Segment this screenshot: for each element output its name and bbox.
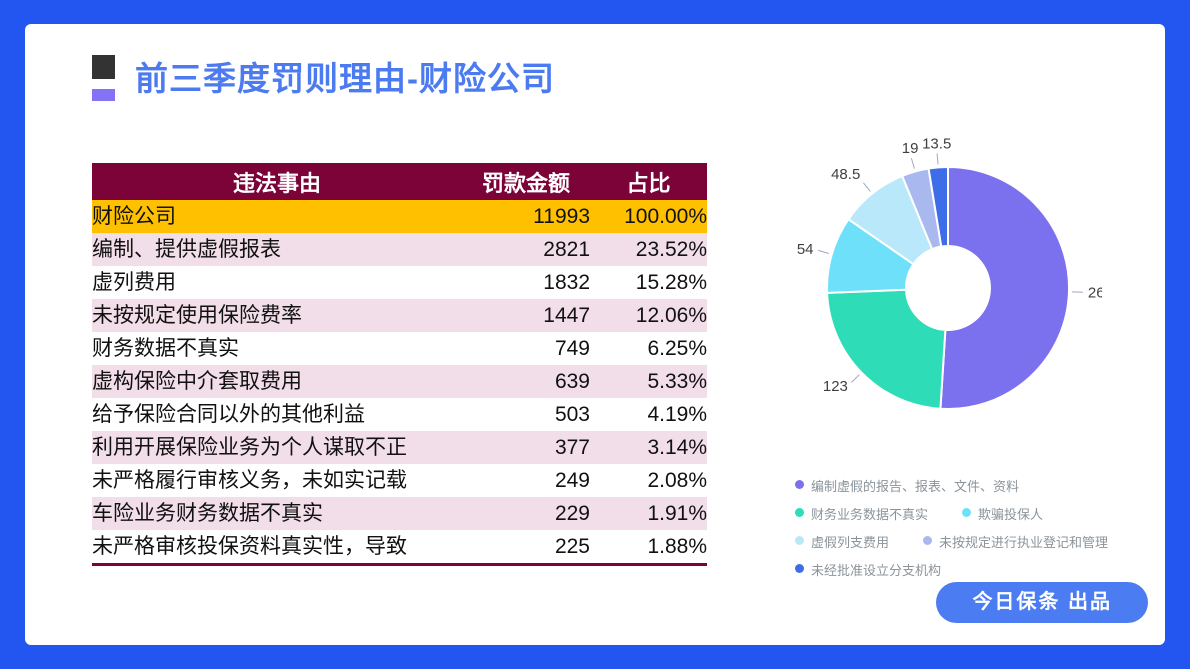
cell-pct: 23.52% — [590, 233, 707, 266]
table-row: 虚构保险中介套取费用 639 5.33% — [92, 365, 707, 398]
legend-dot-icon — [795, 536, 804, 545]
legend-label: 欺骗投保人 — [978, 507, 1044, 522]
legend-item: 未经批准设立分支机构 — [795, 560, 941, 579]
table-row: 财险公司 11993 100.00% — [92, 200, 707, 233]
legend-row: 虚假列支费用 未按规定进行执业登记和管理 — [795, 532, 1190, 551]
cell-reason: 财险公司 — [92, 200, 462, 233]
legend-row: 财务业务数据不真实 欺骗投保人 — [795, 504, 1190, 523]
legend-label: 财务业务数据不真实 — [811, 507, 929, 522]
legend-item: 编制虚假的报告、报表、文件、资料 — [795, 476, 1019, 495]
legend-dot-icon — [795, 564, 804, 573]
legend-item: 财务业务数据不真实 — [795, 504, 928, 523]
cell-pct: 100.00% — [590, 200, 707, 233]
cell-amount: 11993 — [462, 200, 590, 233]
penalty-table-body: 财险公司 11993 100.00% 编制、提供虚假报表 2821 23.52% 虚列费用 1… — [92, 200, 707, 565]
cell-amount: 2821 — [462, 233, 590, 266]
cell-pct: 1.91% — [590, 497, 707, 530]
penalty-table: 违法事由 罚款金额 占比 财险公司 11993 100.00% 编制、提供虚假报表 28… — [92, 163, 707, 566]
legend-label: 未按规定进行执业登记和管理 — [939, 535, 1109, 550]
cell-reason: 未严格审核投保资料真实性，导致 — [92, 530, 462, 565]
slice-data-label: 13.5 — [922, 136, 951, 153]
page-title: 前三季度罚则理由-财险公司 — [135, 60, 555, 97]
table-row: 未严格履行审核义务，未如实记载 249 2.08% — [92, 464, 707, 497]
legend-dot-icon — [795, 480, 804, 489]
table-row: 虚列费用 1832 15.28% — [92, 266, 707, 299]
legend-row: 编制虚假的报告、报表、文件、资料 — [795, 476, 1190, 495]
cell-reason: 编制、提供虚假报表 — [92, 233, 462, 266]
cell-amount: 377 — [462, 431, 590, 464]
cell-pct: 4.19% — [590, 398, 707, 431]
cell-amount: 639 — [462, 365, 590, 398]
legend-label: 未经批准设立分支机构 — [811, 563, 942, 578]
table-row: 利用开展保险业务为个人谋取不正 377 3.14% — [92, 431, 707, 464]
cell-pct: 5.33% — [590, 365, 707, 398]
donut-slice — [939, 166, 1071, 410]
legend-dot-icon — [795, 508, 804, 517]
publisher-badge: 今日保条 出品 — [936, 582, 1148, 623]
cell-reason: 未严格履行审核义务，未如实记载 — [92, 464, 462, 497]
header-amount: 罚款金额 — [462, 163, 590, 200]
donut-slice — [927, 166, 949, 248]
cell-reason: 虚列费用 — [92, 266, 462, 299]
cell-amount: 229 — [462, 497, 590, 530]
table-row: 财务数据不真实 749 6.25% — [92, 332, 707, 365]
slide-panel: 前三季度罚则理由-财险公司 违法事由 罚款金额 占比 财险公司 11993 100.… — [25, 24, 1165, 645]
donut-chart: 26 123 54 48.5 19 13.5 — [790, 130, 1102, 430]
cell-reason: 给予保险合同以外的其他利益 — [92, 398, 462, 431]
donut-slice — [826, 288, 947, 410]
table-row: 给予保险合同以外的其他利益 503 4.19% — [92, 398, 707, 431]
header-reason: 违法事由 — [92, 163, 462, 200]
slice-data-label: 48.5 — [831, 166, 860, 183]
cell-amount: 1832 — [462, 266, 590, 299]
slice-data-label: 26 — [1088, 284, 1102, 301]
cell-pct: 15.28% — [590, 266, 707, 299]
table-row: 未严格审核投保资料真实性，导致 225 1.88% — [92, 530, 707, 565]
cell-reason: 车险业务财务数据不真实 — [92, 497, 462, 530]
legend-label: 编制虚假的报告、报表、文件、资料 — [811, 479, 1020, 494]
cell-pct: 12.06% — [590, 299, 707, 332]
legend-item: 未按规定进行执业登记和管理 — [923, 532, 1108, 551]
label-leader-line — [851, 374, 860, 383]
table-row: 未按规定使用保险费率 1447 12.06% — [92, 299, 707, 332]
legend-item: 虚假列支费用 — [795, 532, 889, 551]
cell-pct: 2.08% — [590, 464, 707, 497]
cell-amount: 1447 — [462, 299, 590, 332]
cell-reason: 财务数据不真实 — [92, 332, 462, 365]
table-header-row: 违法事由 罚款金额 占比 — [92, 163, 707, 200]
cell-reason: 未按规定使用保险费率 — [92, 299, 462, 332]
slice-data-label: 19 — [902, 140, 919, 157]
header-pct: 占比 — [590, 163, 707, 200]
cell-amount: 225 — [462, 530, 590, 565]
slice-data-label: 54 — [797, 241, 814, 258]
label-leader-line — [910, 157, 915, 169]
title-decoration-square — [92, 55, 115, 79]
label-leader-line — [936, 153, 939, 165]
label-leader-line — [818, 249, 830, 254]
cell-reason: 虚构保险中介套取费用 — [92, 365, 462, 398]
table-row: 编制、提供虚假报表 2821 23.52% — [92, 233, 707, 266]
label-leader-line — [863, 182, 871, 192]
cell-amount: 749 — [462, 332, 590, 365]
cell-pct: 6.25% — [590, 332, 707, 365]
legend-item: 欺骗投保人 — [962, 504, 1043, 523]
legend-dot-icon — [962, 508, 972, 517]
table-row: 车险业务财务数据不真实 229 1.91% — [92, 497, 707, 530]
legend-label: 虚假列支费用 — [811, 535, 890, 550]
legend-dot-icon — [923, 536, 933, 545]
donut-chart-svg: 26 123 54 48.5 19 13.5 — [797, 136, 1102, 410]
cell-pct: 1.88% — [590, 530, 707, 565]
cell-amount: 249 — [462, 464, 590, 497]
title-decoration-bar — [92, 89, 115, 101]
legend-row: 未经批准设立分支机构 — [795, 560, 1190, 579]
chart-legend: 编制虚假的报告、报表、文件、资料 财务业务数据不真实 欺骗投保人虚假列支费用 未按规定… — [795, 476, 1190, 588]
cell-reason: 利用开展保险业务为个人谋取不正 — [92, 431, 462, 464]
slice-data-label: 123 — [823, 378, 848, 395]
cell-pct: 3.14% — [590, 431, 707, 464]
cell-amount: 503 — [462, 398, 590, 431]
